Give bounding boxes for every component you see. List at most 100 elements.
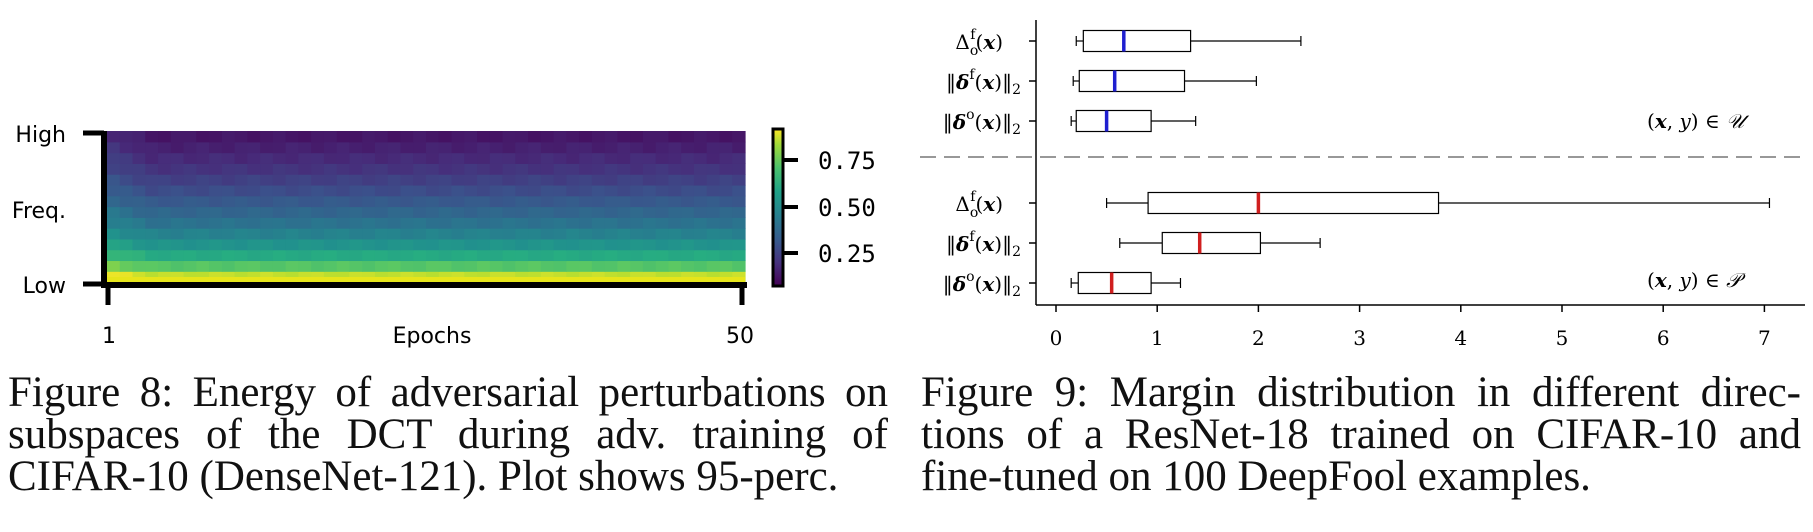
heatmap-cell <box>668 238 682 251</box>
heatmap-cell <box>528 238 542 251</box>
heatmap-cell <box>272 184 287 197</box>
heatmap-cell <box>617 152 631 164</box>
heatmap-cell <box>630 260 644 272</box>
heatmap-cell <box>706 249 721 262</box>
heatmap-cell <box>272 195 287 208</box>
heatmap-cell <box>260 195 274 208</box>
heatmap-cell <box>451 260 465 272</box>
heatmap-cell <box>540 163 555 175</box>
heatmap-cell <box>579 131 593 143</box>
heatmap-cell <box>362 206 376 218</box>
heatmap-cell <box>630 271 644 283</box>
heatmap-cell <box>362 217 376 229</box>
heatmap-cell <box>298 238 312 251</box>
heatmap-cell <box>170 174 185 186</box>
heatmap-cell <box>387 131 402 143</box>
heatmap-cell <box>119 195 134 208</box>
heatmap-cell <box>260 174 274 186</box>
heatmap-cell <box>196 228 210 240</box>
heatmap-cell <box>630 195 644 208</box>
heatmap-cell <box>323 141 338 154</box>
heatmap-cell <box>732 260 746 272</box>
heatmap-cell <box>540 131 555 143</box>
box-iqr <box>1077 271 1152 295</box>
heatmap-cell <box>145 152 159 164</box>
heatmap-cell <box>311 228 325 240</box>
heatmap-cell <box>119 174 134 186</box>
heatmap-cell <box>362 152 376 164</box>
heatmap-cell <box>183 260 197 272</box>
fig8-y-tick-label-low: Low <box>23 274 66 299</box>
heatmap-cell <box>706 141 721 154</box>
heatmap-cell <box>451 228 465 240</box>
heatmap-cell <box>209 174 223 186</box>
heatmap-cell <box>502 195 516 208</box>
heatmap-cell <box>132 152 146 164</box>
heatmap-cell <box>387 228 402 240</box>
heatmap-cell <box>655 174 670 186</box>
heatmap-cell <box>579 163 593 175</box>
fig9-y-label-delta-o-norm-u: ‖δo(x)‖2 <box>943 107 1021 138</box>
heatmap-cell <box>719 141 733 154</box>
heatmap-cell <box>374 174 389 186</box>
heatmap-cell <box>158 141 172 154</box>
heatmap-cell <box>260 271 274 283</box>
heatmap-cell <box>438 152 453 164</box>
heatmap-cell <box>528 206 542 218</box>
heatmap-cell <box>719 271 733 283</box>
heatmap-cell <box>336 163 351 175</box>
heatmap-cell <box>477 131 491 143</box>
heatmap-cell <box>209 184 223 197</box>
heatmap-cell <box>209 228 223 240</box>
heatmap-cell <box>451 152 465 164</box>
heatmap-cell <box>413 131 427 143</box>
heatmap-cell <box>158 271 172 283</box>
heatmap-cell <box>400 238 414 251</box>
heatmap-cell <box>221 195 236 208</box>
heatmap-cell <box>145 163 159 175</box>
heatmap-cell <box>464 217 478 229</box>
heatmap-cell <box>298 163 312 175</box>
fig9-y-label-delta-f-norm-p: ‖δf(x)‖2 <box>946 229 1021 260</box>
heatmap-cell <box>489 249 504 262</box>
heatmap-cell <box>668 131 682 143</box>
heatmap-cell <box>502 131 516 143</box>
fig8-y-label: Freq. <box>12 199 66 224</box>
heatmap-cell <box>107 184 121 197</box>
heatmap-cell <box>362 249 376 262</box>
heatmap-cell <box>566 238 580 251</box>
heatmap-cell <box>719 260 733 272</box>
heatmap-cell <box>374 163 389 175</box>
heatmap-cell <box>107 260 121 272</box>
heatmap-cell <box>400 195 414 208</box>
heatmap-cell <box>693 174 708 186</box>
heatmap-cell <box>247 131 261 143</box>
heatmap-cell <box>668 184 682 197</box>
heatmap-cell <box>655 249 670 262</box>
heatmap-cell <box>591 163 606 175</box>
heatmap-cell <box>693 271 708 283</box>
heatmap-cell <box>566 184 580 197</box>
fig9-x-tick-label: 5 <box>1556 326 1569 350</box>
heatmap-cell <box>119 238 134 251</box>
heatmap-cell <box>732 195 746 208</box>
heatmap-cell <box>566 271 580 283</box>
heatmap-cell <box>630 141 644 154</box>
heatmap-cell <box>234 174 248 186</box>
heatmap-cell <box>719 152 733 164</box>
heatmap-cell <box>158 228 172 240</box>
heatmap-cell <box>706 206 721 218</box>
heatmap-cell <box>209 217 223 229</box>
heatmap-cell <box>413 206 427 218</box>
heatmap-cell <box>464 271 478 283</box>
caption-line: tions of a ResNet-18 trained on CIFAR-10… <box>921 411 1801 458</box>
heatmap-cell <box>681 249 695 262</box>
heatmap-cell <box>732 152 746 164</box>
heatmap-cell <box>732 228 746 240</box>
heatmap-cell <box>655 238 670 251</box>
heatmap-cell <box>285 217 299 229</box>
heatmap-cell <box>183 184 197 197</box>
heatmap-cell <box>502 249 516 262</box>
heatmap-cell <box>617 238 631 251</box>
heatmap-cell <box>247 195 261 208</box>
